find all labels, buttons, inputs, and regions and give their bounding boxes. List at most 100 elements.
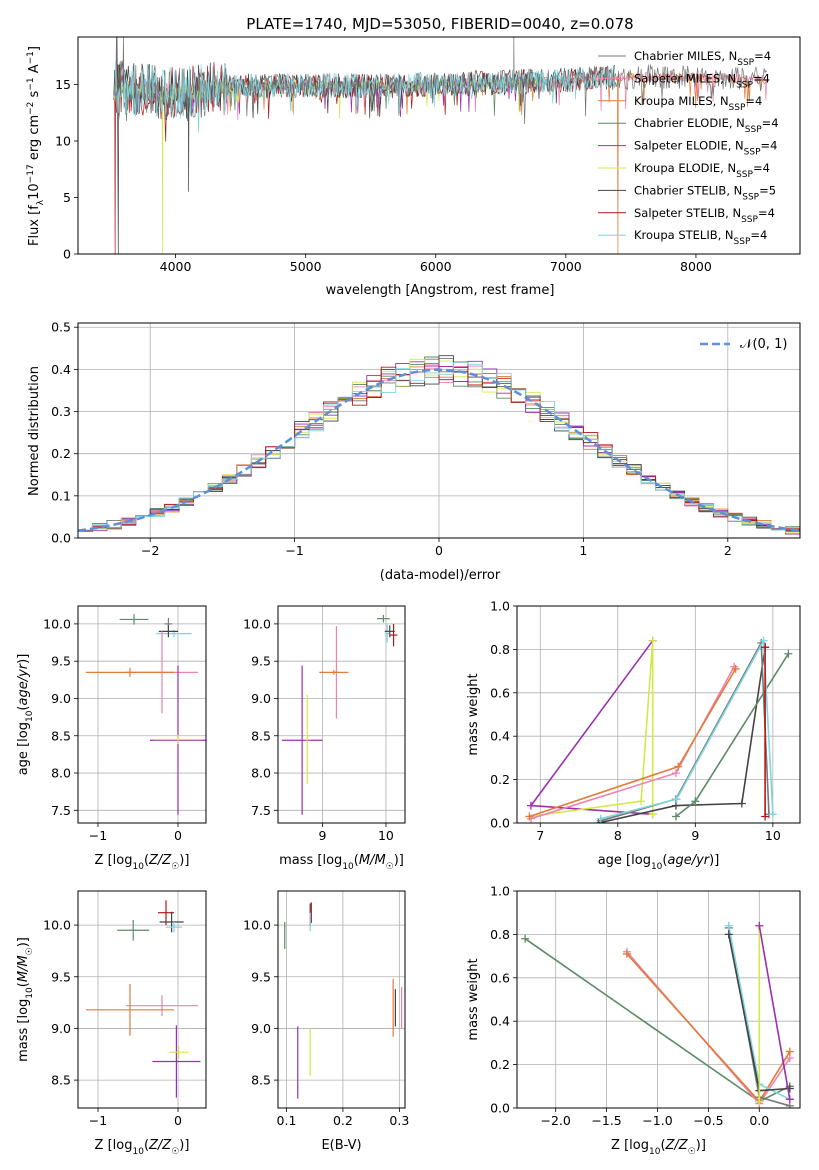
text-span: (0, 1) (752, 337, 787, 352)
y-tick-label: 0.2 (51, 446, 71, 461)
spectrum-line-chabrier-miles (115, 37, 768, 125)
weight-marker-salpeter-elodie (785, 1095, 794, 1104)
y-tick-label: 8.5 (251, 1073, 271, 1088)
y-axis-label: mass [log10(M/M☉)] (16, 937, 35, 1062)
y-tick-label: 0.8 (490, 642, 510, 657)
x-tick-label: −1 (285, 543, 303, 558)
text-span: −17 (26, 164, 36, 183)
y-tick-label: 8.5 (251, 728, 271, 743)
text-span: 10 (649, 1147, 661, 1157)
text-span: M/M (359, 853, 386, 868)
text-span: 10 (25, 987, 35, 999)
text-span: ( (144, 1138, 149, 1153)
text-span: ] (27, 46, 42, 51)
text-span: ☉ (171, 862, 179, 872)
weight-line-chabrier-stelib (598, 647, 766, 823)
x-axis-label: Z [log10(Z/Z☉)] (95, 853, 190, 872)
x-tick-label: 0.0 (749, 1113, 769, 1128)
y-tick-label: 10.0 (43, 616, 71, 631)
text-span: age [log (598, 853, 651, 868)
weight-marker-salpeter-stelib (761, 643, 770, 652)
plot-area (78, 355, 800, 535)
text-span: SSP (745, 125, 762, 135)
y-tick-label: 0.0 (490, 816, 510, 831)
weight-marker-chabrier-elodie (691, 797, 700, 806)
text-span: Z [log (611, 1138, 649, 1153)
y-tick-label: 0.2 (490, 1057, 510, 1072)
y-tick-label: 5 (63, 190, 71, 205)
legend-label: Chabrier STELIB, NSSP=5 (634, 183, 776, 202)
x-tick-label: 2 (724, 543, 732, 558)
x-tick-label: 7 (536, 828, 544, 843)
text-span: erg cm (27, 115, 42, 164)
x-tick-label: 9 (691, 828, 699, 843)
y-tick-label: 9.0 (251, 691, 271, 706)
text-span: )] (179, 853, 189, 868)
axes-frame (277, 890, 406, 1109)
x-axis-label: mass [log10(M/M☉)] (279, 853, 404, 872)
text-span: mass [log (279, 853, 342, 868)
text-span: Z [log (95, 853, 133, 868)
text-span: age/yr (667, 853, 710, 868)
y-tick-label: 7.5 (51, 803, 71, 818)
text-span: ☉ (171, 1147, 179, 1157)
plot-area (284, 902, 403, 1099)
text-span: ☉ (386, 862, 394, 872)
axes-frame (77, 605, 207, 824)
text-span: SSP (736, 80, 753, 90)
weight-marker-kroupa-stelib (724, 921, 733, 930)
axes-frame (77, 890, 207, 1109)
mass-vs-metallicity-panel: −1 08.59.09.510.0Z [log10(Z/Z☉)]mass [log… (16, 890, 207, 1157)
text-span: SSP (736, 170, 753, 180)
y-tick-label: 8.5 (51, 728, 71, 743)
text-span: Flux [f (27, 205, 42, 246)
weight-line-kroupa-stelib (600, 637, 774, 820)
text-span: Kroupa STELIB, N (634, 228, 734, 242)
text-span: =4 (753, 71, 770, 85)
text-span: ( (144, 853, 149, 868)
text-span: )] (16, 654, 31, 664)
weight-marker-chabrier-elodie (671, 812, 680, 821)
weight-marker-chabrier-stelib (737, 799, 746, 808)
weight-marker-kroupa-miles (674, 762, 683, 771)
x-axis-label: age [log10(age/yr)] (598, 853, 720, 872)
x-axis-label: (data-model)/error (380, 568, 501, 583)
weight-marker-kroupa-elodie (755, 1097, 764, 1106)
weight-marker-kroupa-elodie (648, 810, 657, 819)
x-tick-label: −1 (89, 828, 107, 843)
y-tick-label: 8.0 (51, 766, 71, 781)
text-span: ( (16, 706, 31, 711)
x-tick-label: −1.0 (642, 1113, 672, 1128)
weight-marker-kroupa-miles (622, 949, 631, 958)
text-span: Z [log (95, 1138, 133, 1153)
text-span: λ (36, 199, 46, 205)
legend-label: Salpeter MILES, NSSP=4 (634, 71, 770, 90)
legend-label: Chabrier ELODIE, NSSP=4 (634, 116, 779, 135)
plot-area (86, 614, 206, 815)
y-tick-label: 0.1 (51, 488, 71, 503)
x-tick-label: 8000 (680, 259, 712, 274)
spectrum-panel: 4000 5000 6000 7000 8000 0 5 10 15 wavelength [An… (26, 36, 801, 298)
y-tick-label: 0.8 (490, 927, 510, 942)
y-tick-label: 0.6 (490, 685, 510, 700)
text-span: Kroupa ELODIE, N (634, 161, 736, 175)
plot-area (113, 37, 768, 254)
spectrum-line-kroupa-stelib (113, 59, 615, 133)
text-span: E(B-V) (321, 1138, 361, 1153)
text-span: Z/Z (148, 853, 172, 868)
x-tick-label: −2 (141, 543, 159, 558)
axes-frame (516, 605, 801, 824)
x-tick-label: −1.5 (591, 1113, 621, 1128)
legend-label: Salpeter ELODIE, NSSP=4 (634, 139, 777, 158)
weight-marker-salpeter-stelib (761, 812, 770, 821)
text-span: ( (16, 982, 31, 987)
text-span: )] (16, 937, 31, 947)
x-tick-label: −0.5 (693, 1113, 723, 1128)
x-tick-label: 7000 (550, 259, 582, 274)
residuals-panel: −2 −1 0 1 2 0.0 0.1 0.2 0.3 0.4 0.5 (data-model)/er… (27, 320, 801, 583)
y-tick-label: 10.0 (243, 616, 271, 631)
weight-line-salpeter-elodie (758, 925, 791, 1100)
